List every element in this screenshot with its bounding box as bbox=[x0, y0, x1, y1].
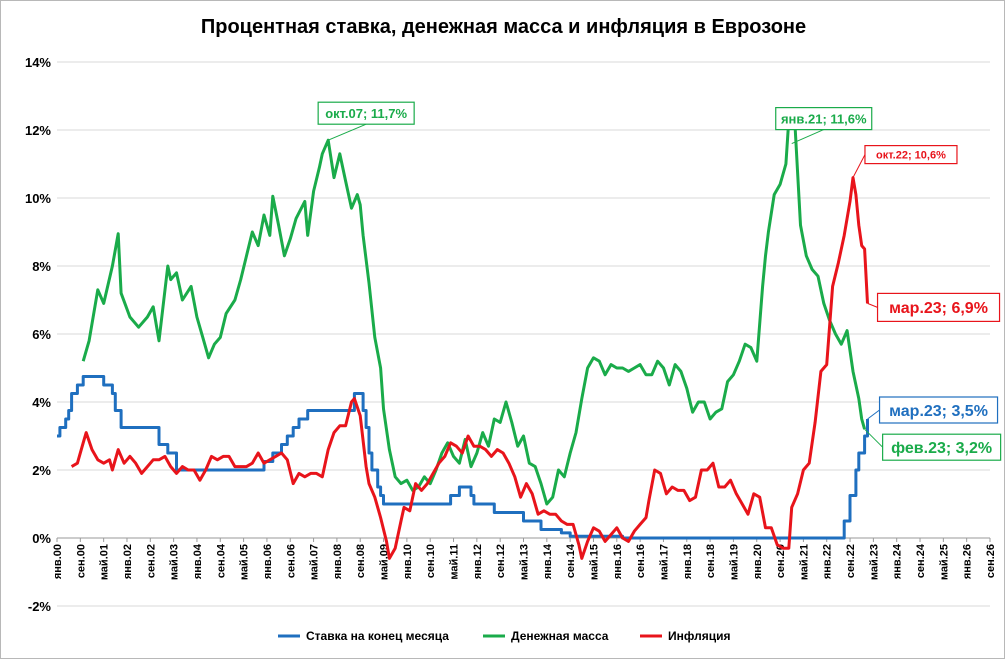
annotation-box bbox=[878, 396, 999, 424]
annotation-label: янв.21; 11,6% bbox=[781, 111, 867, 126]
x-tick-label: май.03 bbox=[169, 544, 181, 580]
x-tick-label: сен.02 bbox=[145, 544, 157, 578]
y-tick-label: 14% bbox=[25, 55, 51, 70]
y-tick-label: 12% bbox=[25, 123, 51, 138]
y-tick-label: 0% bbox=[32, 531, 51, 546]
x-tick-label: сен.26 bbox=[985, 544, 997, 578]
y-tick-label: 2% bbox=[32, 463, 51, 478]
x-tick-label: сен.22 bbox=[845, 544, 857, 578]
x-tick-label: янв.20 bbox=[752, 544, 764, 579]
series-line-инфляция bbox=[70, 176, 869, 560]
annotation-leader bbox=[867, 302, 878, 308]
x-tick-label: сен.24 bbox=[915, 543, 927, 578]
series-lines bbox=[57, 111, 869, 560]
annotation-leader bbox=[791, 129, 824, 145]
annotation-label: окт.22; 10,6% bbox=[876, 150, 946, 162]
x-axis: янв.00 сен.00 май.01 янв.02 сен.02 май.03 янв.… bbox=[52, 537, 997, 580]
legend: Ставка на конец месяца Денежная масса Инфл… bbox=[278, 629, 730, 643]
annotation-leader bbox=[867, 409, 880, 420]
x-tick-label: янв.24 bbox=[892, 543, 904, 579]
annotation-box bbox=[317, 101, 415, 125]
x-tick-label: сен.06 bbox=[285, 544, 297, 578]
y-tick-label: 8% bbox=[32, 259, 51, 274]
annotations: окт.07; 11,7% янв.21; 11,6% окт.22; 10,6% м… bbox=[317, 101, 1002, 461]
annotation-label: мар.23; 6,9% bbox=[889, 300, 988, 317]
annotation-box bbox=[876, 292, 1001, 322]
y-axis: -2% 0% 2% 4% 6% 8% 10% 12% 14% bbox=[25, 55, 51, 614]
series-line-денежная-масса bbox=[81, 111, 867, 506]
legend-label: Инфляция bbox=[668, 629, 730, 643]
y-tick-label: 6% bbox=[32, 327, 51, 342]
annotation-box bbox=[864, 145, 958, 165]
x-tick-label: май.11 bbox=[449, 544, 461, 580]
x-tick-label: сен.12 bbox=[495, 544, 507, 578]
annotation-box bbox=[882, 433, 1002, 461]
x-tick-label: сен.08 bbox=[355, 544, 367, 578]
x-tick-label: май.07 bbox=[309, 544, 321, 580]
x-tick-label: май.05 bbox=[239, 544, 251, 580]
chart-title: Процентная ставка, денежная масса и инфл… bbox=[200, 16, 807, 38]
y-tick-label: 4% bbox=[32, 395, 51, 410]
annotation-leader bbox=[327, 123, 367, 141]
x-tick-label: янв.02 bbox=[122, 544, 134, 579]
x-tick-label: янв.08 bbox=[332, 544, 344, 579]
x-tick-label: янв.18 bbox=[682, 544, 694, 579]
grid-lines bbox=[57, 61, 990, 607]
x-tick-label: янв.22 bbox=[822, 544, 834, 579]
annotation-leader bbox=[864, 428, 883, 448]
x-tick-label: май.01 bbox=[99, 544, 111, 580]
legend-label: Денежная масса bbox=[511, 629, 609, 643]
x-tick-label: янв.10 bbox=[402, 544, 414, 579]
x-tick-label: янв.26 bbox=[962, 544, 974, 579]
annotation-leader bbox=[852, 154, 866, 178]
x-tick-label: май.15 bbox=[588, 544, 600, 580]
x-tick-label: май.25 bbox=[938, 544, 950, 580]
x-tick-label: янв.04 bbox=[192, 543, 204, 579]
annotation-label: окт.07; 11,7% bbox=[325, 106, 407, 121]
y-tick-label: 10% bbox=[25, 191, 51, 206]
x-tick-label: сен.04 bbox=[215, 543, 227, 578]
x-tick-label: май.23 bbox=[868, 544, 880, 580]
legend-label: Ставка на конец месяца bbox=[306, 629, 449, 643]
x-tick-label: янв.06 bbox=[262, 544, 274, 579]
x-tick-label: май.21 bbox=[798, 544, 810, 580]
x-tick-label: янв.16 bbox=[612, 544, 624, 579]
annotation-label: фев.23; 3,2% bbox=[891, 440, 992, 457]
x-tick-label: сен.10 bbox=[425, 544, 437, 578]
x-tick-label: янв.12 bbox=[472, 544, 484, 579]
annotation-label: мар.23; 3,5% bbox=[889, 403, 988, 420]
x-tick-label: янв.14 bbox=[542, 543, 554, 579]
x-tick-label: май.19 bbox=[728, 544, 740, 580]
annotation-box bbox=[775, 106, 873, 131]
x-tick-label: сен.00 bbox=[75, 544, 87, 578]
x-tick-label: янв.00 bbox=[52, 544, 64, 579]
x-tick-label: сен.18 bbox=[705, 544, 717, 578]
x-tick-label: сен.14 bbox=[565, 543, 577, 578]
series-line-ставка-на-конец-месяца bbox=[57, 375, 869, 540]
y-tick-label: -2% bbox=[28, 599, 52, 614]
x-tick-label: май.17 bbox=[658, 544, 670, 580]
x-tick-label: сен.16 bbox=[635, 544, 647, 578]
x-tick-label: сен.20 bbox=[775, 544, 787, 578]
x-tick-label: май.13 bbox=[519, 544, 531, 580]
